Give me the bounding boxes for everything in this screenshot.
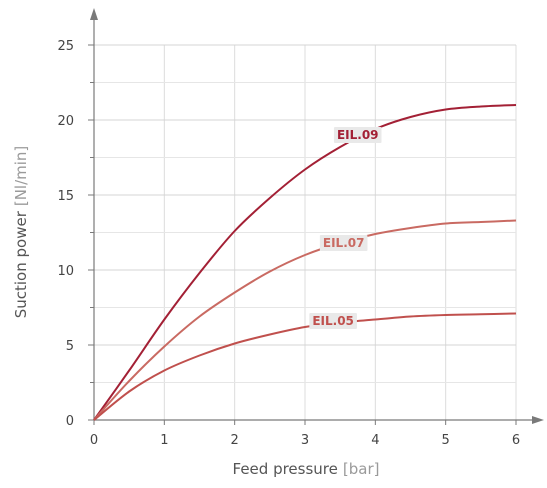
series-label-background (333, 127, 382, 143)
y-tick-label: 0 (66, 414, 74, 429)
x-axis-label: Feed pressure (233, 460, 338, 478)
series-label-text: EIL.07 (323, 236, 365, 250)
series-label-text: EIL.05 (312, 314, 354, 328)
series-label-eil-07: EIL.07 (319, 235, 368, 251)
series-label-eil-09: EIL.09 (333, 127, 382, 143)
series-label-eil-05: EIL.05 (309, 313, 357, 329)
grid (94, 44, 517, 420)
series-line-eil-07 (93, 219, 517, 421)
x-tick-label: 5 (442, 433, 450, 448)
x-axis-arrow-icon (532, 416, 544, 424)
series-label-text: EIL.09 (337, 128, 379, 142)
y-axis-unit: [Nl/min] (12, 146, 30, 206)
y-tick-label: 15 (57, 189, 74, 204)
series-labels: EIL.09 EIL.07 EIL.05 (309, 127, 382, 329)
x-axis-unit: [bar] (343, 460, 380, 478)
tick-labels: 0 1 2 3 4 5 6 0 5 10 15 20 25 (57, 39, 520, 448)
y-tick-label: 10 (57, 264, 74, 279)
y-axis-arrow-icon (90, 8, 98, 20)
x-tick-label: 2 (231, 433, 239, 448)
series-line-eil-09 (93, 104, 517, 421)
x-tick-label: 4 (371, 433, 379, 448)
x-tick-label: 1 (160, 433, 168, 448)
series-label-background (319, 235, 368, 251)
series-line-eil-05 (93, 312, 517, 421)
y-tick-label: 25 (57, 39, 74, 54)
series-label-background (309, 313, 357, 329)
y-tick-label: 5 (66, 339, 74, 354)
axes (88, 8, 544, 425)
x-tick-label: 6 (512, 433, 520, 448)
y-axis-label: Suction power (12, 210, 30, 318)
y-axis-title: Suction power [Nl/min] (12, 146, 30, 319)
x-axis-title: Feed pressure [bar] (233, 460, 380, 478)
series-group (93, 104, 517, 421)
x-tick-label: 0 (90, 433, 98, 448)
x-tick-label: 3 (301, 433, 309, 448)
y-tick-label: 20 (57, 114, 74, 129)
